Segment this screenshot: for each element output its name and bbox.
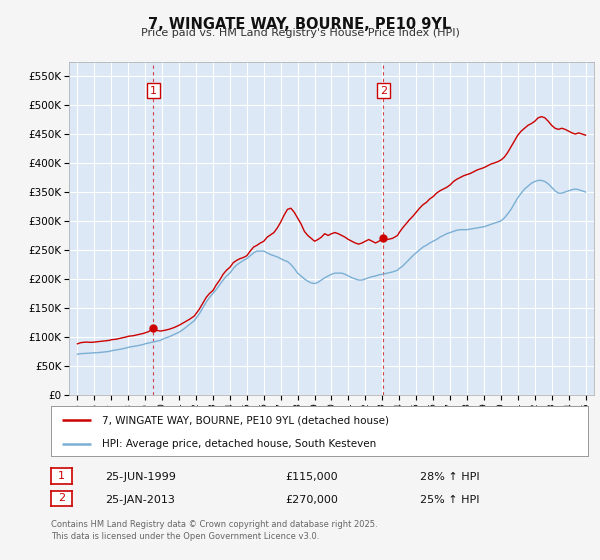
Text: 7, WINGATE WAY, BOURNE, PE10 9YL: 7, WINGATE WAY, BOURNE, PE10 9YL xyxy=(148,17,452,32)
Text: 2: 2 xyxy=(380,86,387,96)
Text: HPI: Average price, detached house, South Kesteven: HPI: Average price, detached house, Sout… xyxy=(102,439,376,449)
Text: 25-JUN-1999: 25-JUN-1999 xyxy=(105,472,176,482)
Text: £270,000: £270,000 xyxy=(285,494,338,505)
Text: 25-JAN-2013: 25-JAN-2013 xyxy=(105,494,175,505)
Text: 28% ↑ HPI: 28% ↑ HPI xyxy=(420,472,479,482)
Text: 7, WINGATE WAY, BOURNE, PE10 9YL (detached house): 7, WINGATE WAY, BOURNE, PE10 9YL (detach… xyxy=(102,415,389,425)
Text: 1: 1 xyxy=(150,86,157,96)
Text: Price paid vs. HM Land Registry's House Price Index (HPI): Price paid vs. HM Land Registry's House … xyxy=(140,28,460,38)
Text: 2: 2 xyxy=(58,493,65,503)
Text: 1: 1 xyxy=(58,471,65,481)
Text: £115,000: £115,000 xyxy=(285,472,338,482)
Text: 25% ↑ HPI: 25% ↑ HPI xyxy=(420,494,479,505)
Text: Contains HM Land Registry data © Crown copyright and database right 2025.
This d: Contains HM Land Registry data © Crown c… xyxy=(51,520,377,541)
